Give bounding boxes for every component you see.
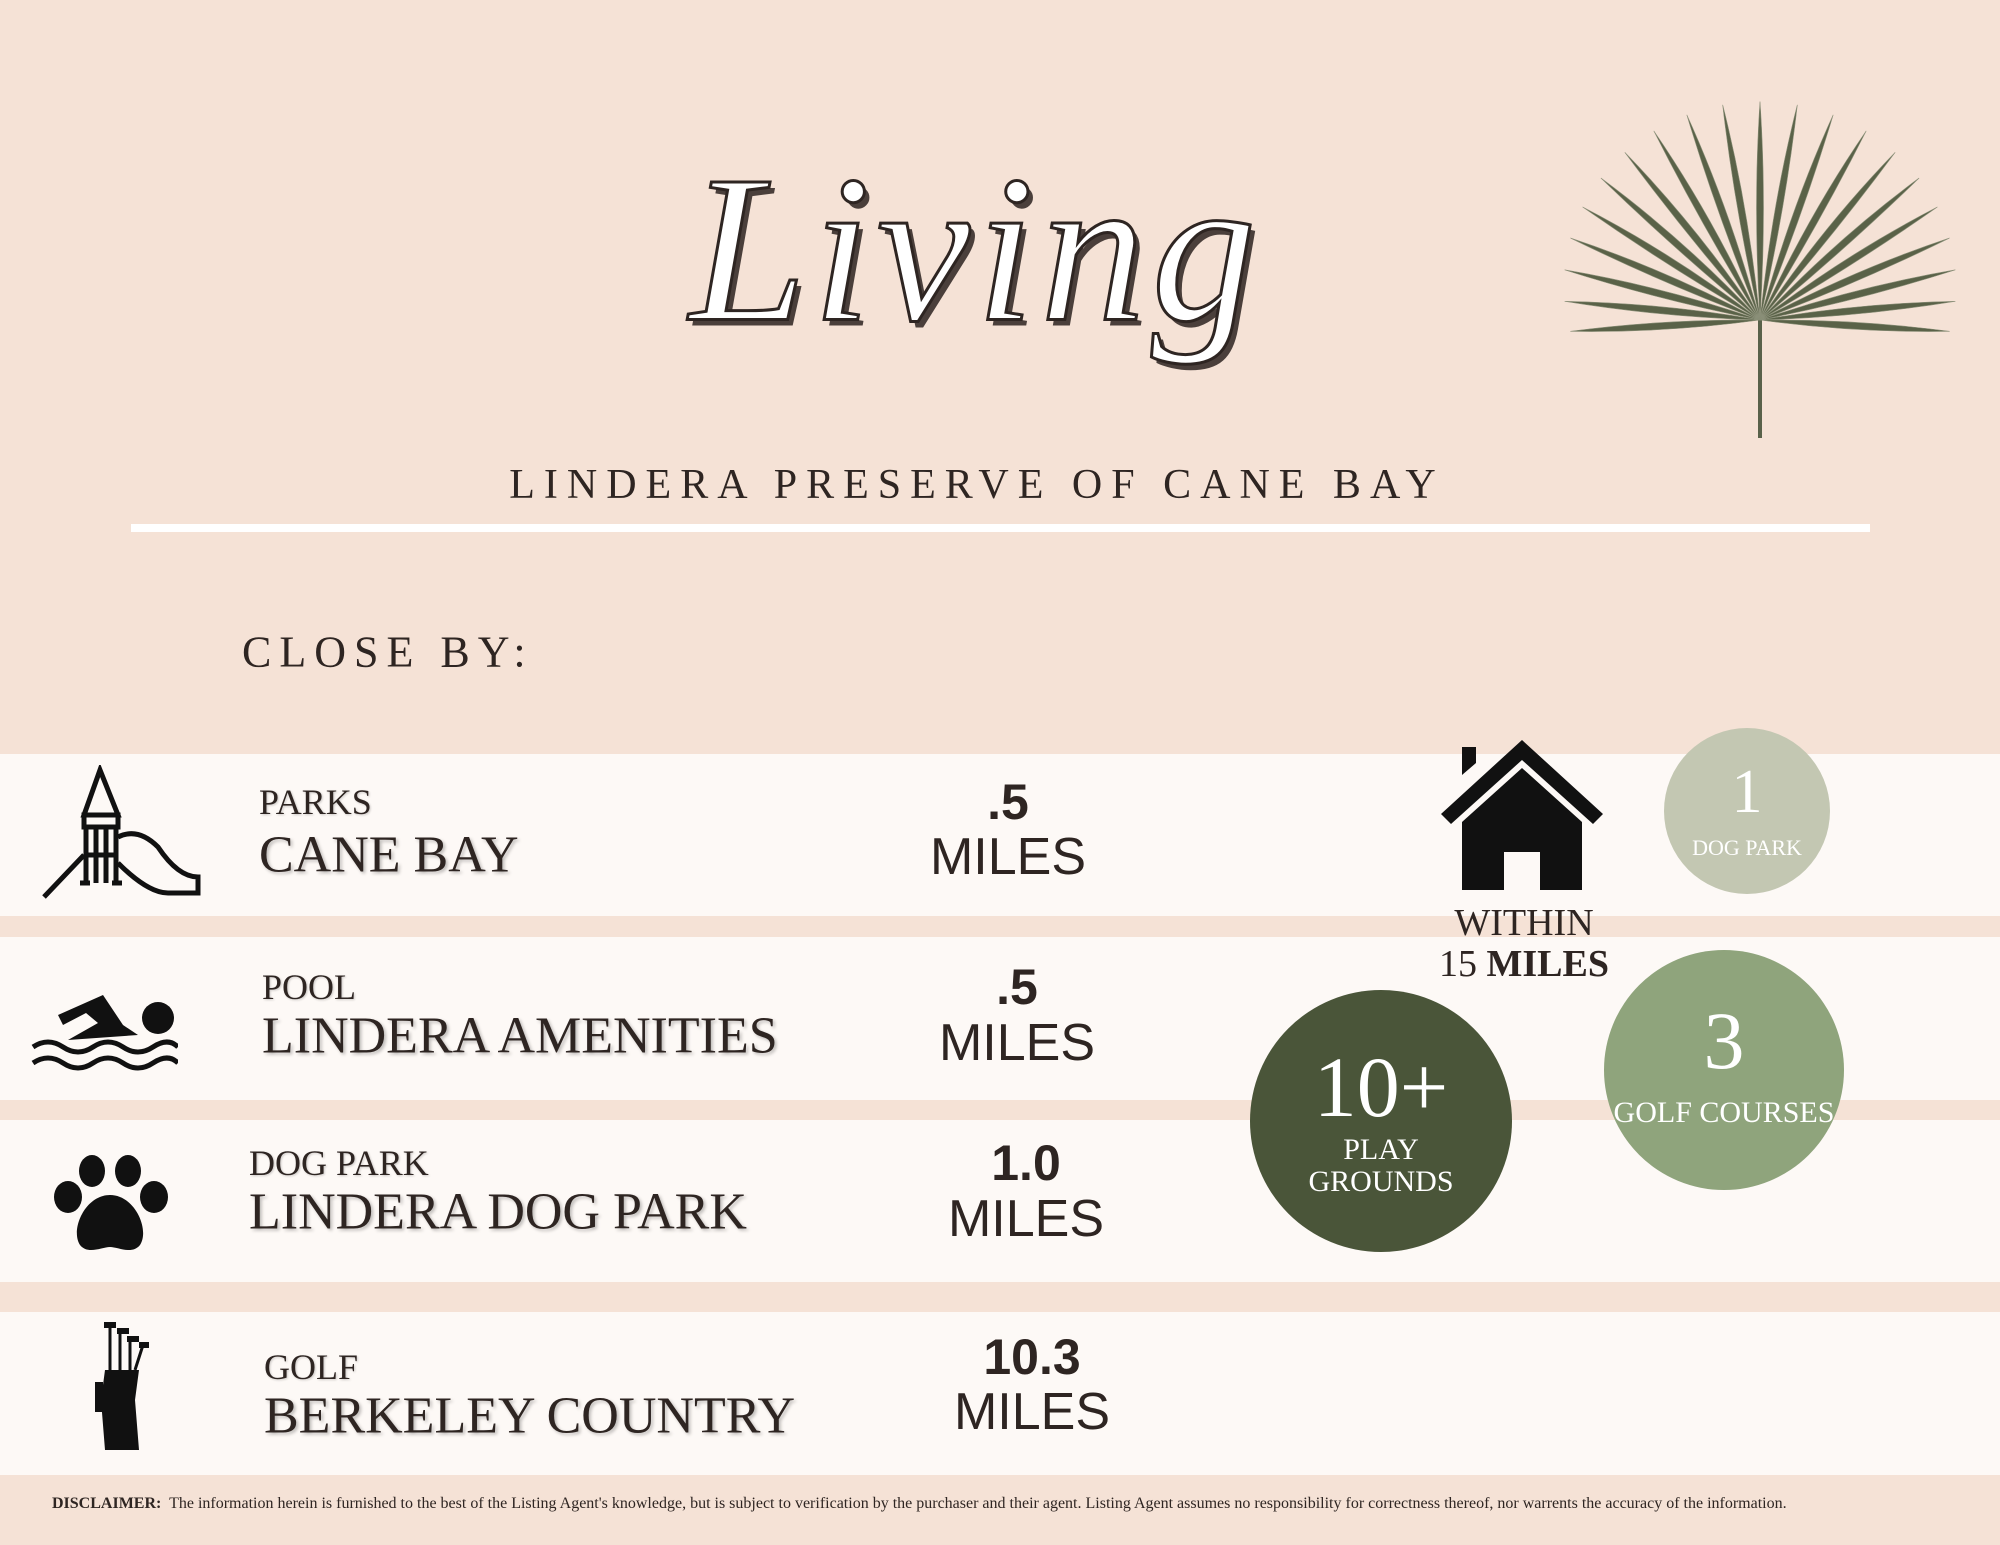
radius-label: WITHIN — [1454, 902, 1594, 944]
highlight-label: GOLF COURSES — [1613, 1096, 1835, 1129]
place-unit: MILES — [947, 1190, 1105, 1248]
leaflet — [1759, 177, 1920, 321]
playground-icon — [42, 765, 201, 899]
leaflet — [1759, 130, 1867, 321]
place-name: LINDERA AMENITIES — [262, 1007, 778, 1065]
leaflet — [1564, 269, 1761, 321]
disclaimer-text: The information herein is furnished to t… — [169, 1495, 1787, 1512]
place-distance: 10.3 — [983, 1329, 1081, 1385]
leaflet — [1686, 114, 1761, 321]
disclaimer-label: DISCLAIMER: — [52, 1495, 162, 1512]
leaflet — [1759, 206, 1938, 321]
place-name: BERKELEY COUNTRY — [264, 1387, 796, 1445]
highlight-label: DOG PARK — [1692, 835, 1802, 860]
palm-leaf — [1564, 101, 1956, 438]
radius-value: 15 MILES — [1439, 942, 1609, 986]
leaflet — [1722, 104, 1761, 321]
title: Living — [688, 132, 1263, 367]
place-category: PARKS — [259, 782, 372, 822]
place-category: GOLF — [264, 1347, 359, 1387]
leaflet — [1759, 237, 1950, 321]
leaflet — [1653, 130, 1761, 321]
leaflet — [1756, 101, 1764, 321]
place-name: CANE BAY — [259, 826, 519, 884]
place-category: POOL — [262, 967, 357, 1007]
highlight-label: PLAY GROUNDS — [1308, 1133, 1454, 1198]
leaflet — [1759, 300, 1956, 321]
leaflet — [1570, 319, 1761, 332]
leaflet — [1759, 269, 1956, 321]
swimmer-icon — [31, 995, 178, 1071]
place-distance: .5 — [987, 774, 1029, 830]
leaflet — [1564, 300, 1761, 321]
leaflet — [1582, 206, 1761, 321]
row-band — [0, 1312, 2000, 1475]
place-distance: .5 — [996, 959, 1038, 1015]
divider — [131, 524, 1870, 532]
place-unit: MILES — [953, 1383, 1111, 1441]
subtitle: LINDERA PRESERVE OF CANE BAY — [509, 462, 1445, 508]
radius-unit: MILES — [1486, 943, 1609, 985]
golf-bag-icon — [95, 1322, 149, 1450]
leaflet — [1759, 319, 1950, 332]
leaflet — [1624, 152, 1761, 321]
place-category: DOG PARK — [249, 1143, 429, 1183]
radius-distance: 15 — [1439, 943, 1478, 985]
leaf-stem — [1758, 320, 1762, 438]
highlight-circle: 3 GOLF COURSES — [1604, 950, 1844, 1190]
leaflet — [1759, 104, 1798, 321]
house-icon — [1441, 740, 1603, 890]
highlight-count: 10+ — [1313, 1039, 1449, 1135]
section-label: CLOSE BY: — [242, 627, 534, 677]
highlight-circle: 10+ PLAY GROUNDS — [1250, 990, 1512, 1252]
highlight-count: 3 — [1703, 995, 1745, 1086]
place-distance: 1.0 — [991, 1135, 1061, 1191]
place-unit: MILES — [938, 1014, 1096, 1072]
highlight-count: 1 — [1731, 758, 1763, 826]
highlight-circle: 1 DOG PARK — [1664, 728, 1830, 894]
place-unit: MILES — [929, 828, 1087, 886]
paw-icon — [54, 1155, 168, 1251]
disclaimer: DISCLAIMER: The information herein is fu… — [52, 1494, 1882, 1514]
leaflet — [1600, 177, 1761, 321]
place-name: LINDERA DOG PARK — [249, 1183, 747, 1241]
leaflet — [1570, 237, 1761, 321]
leaflet — [1759, 152, 1896, 321]
leaflet — [1759, 114, 1834, 321]
